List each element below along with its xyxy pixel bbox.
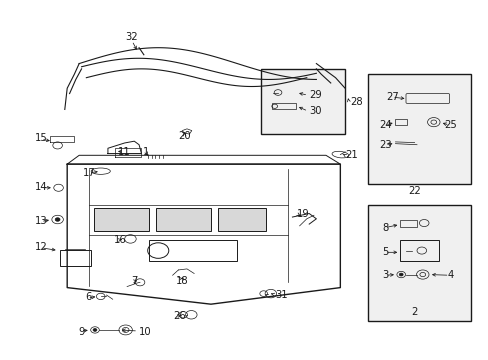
FancyBboxPatch shape — [156, 208, 210, 231]
Text: 4: 4 — [447, 270, 453, 280]
Text: 18: 18 — [176, 275, 188, 285]
Text: 9: 9 — [78, 327, 84, 337]
Text: 3: 3 — [382, 270, 388, 280]
Circle shape — [399, 273, 402, 276]
Text: 7: 7 — [131, 275, 137, 285]
Text: 16: 16 — [113, 235, 126, 245]
Text: 8: 8 — [382, 222, 388, 233]
Text: 23: 23 — [379, 140, 391, 150]
Text: 26: 26 — [173, 311, 186, 321]
FancyBboxPatch shape — [367, 205, 470, 321]
Text: 25: 25 — [443, 120, 456, 130]
Text: 19: 19 — [297, 208, 309, 219]
Text: 12: 12 — [34, 242, 47, 252]
Text: 5: 5 — [382, 247, 388, 257]
Text: 29: 29 — [308, 90, 321, 100]
Text: 1: 1 — [143, 147, 149, 157]
Text: 24: 24 — [379, 120, 391, 130]
Text: 30: 30 — [308, 106, 321, 116]
Text: 6: 6 — [85, 292, 92, 302]
Text: 17: 17 — [82, 168, 95, 178]
Text: 27: 27 — [386, 92, 399, 102]
Text: 28: 28 — [349, 98, 362, 107]
Circle shape — [55, 218, 60, 221]
Text: 10: 10 — [139, 327, 151, 337]
Text: 20: 20 — [178, 131, 190, 141]
FancyBboxPatch shape — [218, 208, 265, 231]
Text: 22: 22 — [407, 186, 420, 195]
Text: 14: 14 — [35, 182, 47, 192]
FancyBboxPatch shape — [93, 208, 148, 231]
Text: 11: 11 — [118, 147, 131, 157]
Text: 15: 15 — [34, 133, 47, 143]
FancyBboxPatch shape — [261, 69, 345, 134]
Text: 32: 32 — [125, 32, 138, 42]
Circle shape — [93, 329, 97, 331]
Text: 2: 2 — [410, 307, 417, 317]
FancyBboxPatch shape — [367, 74, 470, 184]
Text: 13: 13 — [35, 216, 47, 226]
Text: 21: 21 — [345, 150, 357, 160]
Text: 31: 31 — [275, 290, 288, 300]
